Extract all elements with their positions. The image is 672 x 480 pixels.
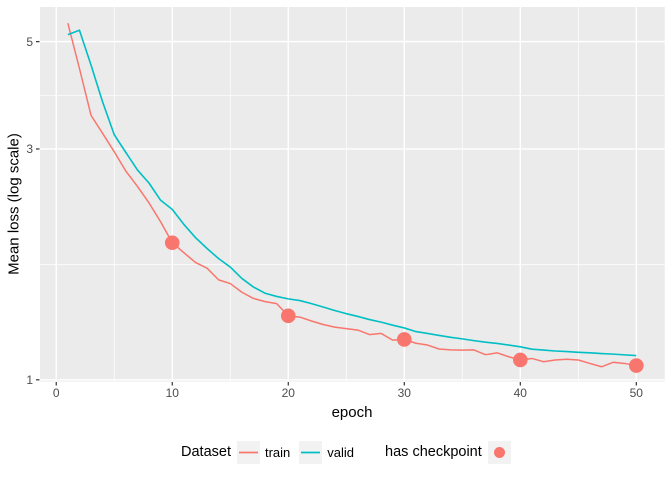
x-tick-label: 0 bbox=[52, 386, 60, 400]
train-line-swatch bbox=[238, 451, 258, 454]
legend-title-checkpoint: has checkpoint bbox=[385, 444, 482, 460]
x-tick-label: 40 bbox=[513, 386, 527, 400]
panel-background bbox=[40, 7, 665, 382]
x-tick-label: 20 bbox=[281, 386, 295, 400]
checkpoint-key-dot bbox=[493, 447, 505, 458]
valid-line-swatch bbox=[301, 451, 321, 454]
y-tick-label: 1 bbox=[26, 372, 33, 387]
legend-key-checkpoint bbox=[487, 441, 511, 464]
y-axis-title: Mean loss (log scale) bbox=[5, 133, 23, 275]
y-tick-label: 3 bbox=[26, 141, 33, 156]
train-line bbox=[67, 22, 637, 368]
checkpoint-point bbox=[396, 332, 412, 347]
legend: Dataset train valid has checkpoint bbox=[181, 441, 511, 464]
legend-label-train: train bbox=[264, 445, 291, 460]
legend-title-dataset: Dataset bbox=[181, 444, 231, 460]
checkpoint-point-swatch bbox=[493, 447, 505, 458]
checkpoint-point bbox=[629, 358, 644, 373]
valid-line bbox=[67, 29, 637, 357]
legend-key-train bbox=[236, 441, 260, 464]
checkpoint-point bbox=[164, 235, 180, 251]
legend-key-valid bbox=[299, 441, 323, 464]
x-tick-label: 30 bbox=[397, 386, 411, 400]
checkpoint-point bbox=[513, 352, 528, 368]
legend-label-valid: valid bbox=[327, 445, 355, 460]
checkpoint-point bbox=[280, 308, 296, 324]
x-axis-title: epoch bbox=[331, 404, 373, 421]
x-tick-label: 10 bbox=[165, 386, 179, 400]
y-tick-label: 5 bbox=[26, 34, 33, 49]
x-tick-label: 50 bbox=[629, 386, 643, 400]
